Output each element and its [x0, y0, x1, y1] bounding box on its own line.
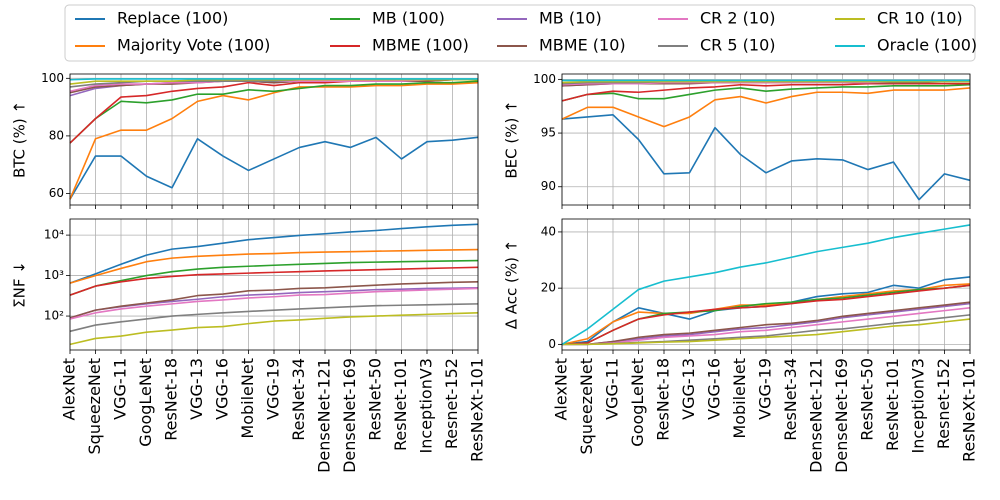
- y-tick-label: 0: [548, 337, 556, 351]
- plot-frame: [561, 218, 971, 351]
- x-tick-label: ResNet-50: [366, 358, 385, 441]
- series-line: Replace (100): [69, 223, 479, 284]
- legend-label: Majority Vote (100): [117, 36, 270, 55]
- x-tick-label: InceptionV3: [909, 358, 928, 453]
- series-line: MBME (100): [69, 266, 479, 296]
- x-tick-label: ResNet-101: [391, 358, 410, 451]
- legend-label: Oracle (100): [877, 36, 977, 55]
- y-axis-label: BTC (%) ↑: [11, 101, 29, 178]
- legend-label: MBME (10): [539, 36, 626, 55]
- legend-label: MB (100): [372, 9, 445, 28]
- plot-frame: [69, 73, 479, 206]
- x-tick-label: VGG-13: [187, 358, 206, 420]
- x-tick-label: VGG-19: [756, 358, 775, 420]
- x-tick-label: AlexNet: [552, 358, 571, 421]
- series-line: MBME (10): [562, 301, 971, 346]
- x-tick-label: VGG-16: [705, 358, 724, 420]
- legend-box: [64, 4, 976, 62]
- x-tick-label: MobileNet: [730, 358, 749, 439]
- y-tick-label: 10⁴: [44, 228, 64, 242]
- x-tick-label: VGG-11: [111, 358, 130, 420]
- x-tick-label: Resnet-152: [442, 358, 461, 449]
- series-line: MB (10): [562, 302, 971, 346]
- plot-frame: [561, 73, 971, 206]
- series-line: MBME (10): [69, 281, 479, 319]
- x-tick-label: ResNeXt-101: [960, 358, 979, 462]
- y-axis-label: ΣNF ↓: [11, 261, 29, 308]
- series-line: CR 10 (10): [561, 80, 970, 84]
- y-tick-label: 10³: [44, 268, 64, 282]
- legend-label: CR 2 (10): [700, 9, 775, 28]
- x-tick-label: GoogLeNet: [628, 358, 647, 447]
- series-line: Oracle (100): [561, 224, 971, 346]
- series-line: Replace (100): [69, 136, 479, 200]
- x-tick-label: ResNet-34: [289, 358, 308, 441]
- y-tick-label: 100: [533, 72, 556, 86]
- x-tick-label: VGG-13: [679, 358, 698, 420]
- legend-label: CR 10 (10): [877, 9, 963, 28]
- series-line: MB (100): [69, 80, 479, 144]
- legend-label: MB (10): [539, 9, 602, 28]
- x-tick-label: ResNet-18: [162, 358, 181, 441]
- x-tick-label: ResNet-18: [654, 358, 673, 441]
- legend-label: MBME (100): [372, 36, 469, 55]
- x-tick-label: DenseNet-169: [340, 358, 359, 473]
- series-line: Majority Vote (100): [561, 87, 971, 128]
- x-tick-label: VGG-11: [603, 358, 622, 420]
- x-tick-label: ResNet-34: [781, 358, 800, 441]
- plot-frame: [69, 218, 479, 351]
- series-line: CR 10 (10): [562, 318, 971, 346]
- series-line: Majority Vote (100): [69, 248, 479, 284]
- y-tick-label: 90: [541, 179, 556, 193]
- y-tick-label: 10²: [44, 309, 64, 323]
- x-tick-label: MobileNet: [238, 358, 257, 439]
- x-tick-label: VGG-16: [213, 358, 232, 420]
- x-tick-label: SqueezeNet: [85, 358, 104, 454]
- x-tick-label: DenseNet-169: [832, 358, 851, 473]
- series-line: CR 2 (10): [562, 307, 971, 346]
- y-tick-label: 80: [49, 128, 64, 142]
- y-tick-label: 20: [541, 281, 556, 295]
- x-tick-label: Resnet-152: [934, 358, 953, 449]
- series-line: CR 5 (10): [69, 303, 479, 333]
- x-tick-label: InceptionV3: [417, 358, 436, 453]
- y-tick-label: 95: [541, 126, 556, 140]
- series-line: MB (100): [561, 83, 971, 102]
- x-tick-label: DenseNet-121: [807, 358, 826, 473]
- series-line: Oracle (100): [69, 78, 478, 81]
- series-line: CR 2 (10): [69, 287, 479, 320]
- x-tick-label: GoogLeNet: [136, 358, 155, 447]
- x-tick-label: DenseNet-121: [315, 358, 334, 473]
- series-line: MB (100): [69, 259, 479, 296]
- series-line: Majority Vote (100): [561, 283, 971, 346]
- x-tick-label: ResNeXt-101: [468, 358, 487, 462]
- y-tick-label: 60: [49, 186, 64, 200]
- series-line: CR 10 (10): [69, 78, 478, 85]
- series-line: CR 10 (10): [69, 312, 479, 346]
- series-line: MBME (100): [561, 82, 970, 102]
- series-line: Replace (100): [561, 114, 971, 201]
- legend-label: CR 5 (10): [700, 36, 775, 55]
- x-tick-label: SqueezeNet: [577, 358, 596, 454]
- y-tick-label: 100: [41, 71, 64, 85]
- x-tick-label: ResNet-50: [858, 358, 877, 441]
- y-axis-label: Δ Acc (%) ↑: [503, 240, 521, 330]
- series-line: MBME (100): [561, 284, 971, 346]
- x-tick-label: ResNet-101: [883, 358, 902, 451]
- y-tick-label: 40: [541, 224, 556, 238]
- x-tick-label: AlexNet: [60, 358, 79, 421]
- legend-label: Replace (100): [117, 9, 228, 28]
- series-line: Majority Vote (100): [69, 81, 479, 200]
- y-axis-label: BEC (%) ↑: [503, 100, 521, 178]
- x-tick-label: VGG-19: [264, 358, 283, 420]
